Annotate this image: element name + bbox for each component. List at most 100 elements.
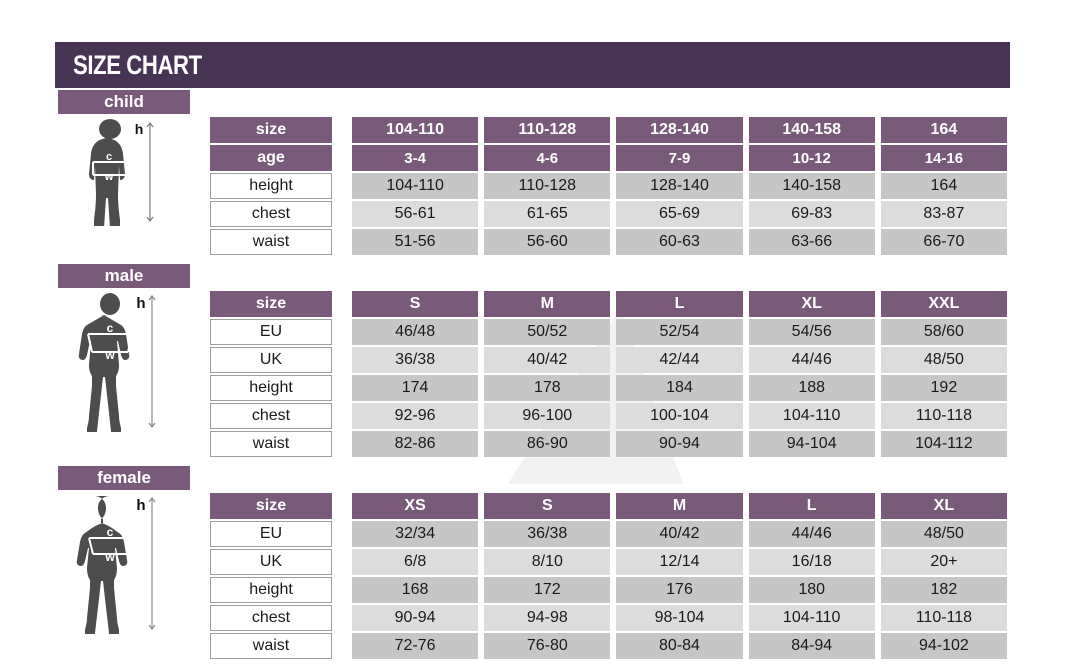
spacer-cell <box>196 263 204 289</box>
svg-text:c: c <box>107 525 114 539</box>
table-cell: 188 <box>748 375 875 401</box>
spacer-cell <box>352 89 478 115</box>
spacer-cell <box>352 263 478 289</box>
table-cell: 14-16 <box>880 145 1007 171</box>
table-cell: 66-70 <box>880 229 1007 255</box>
female-figure: c w h <box>55 492 193 660</box>
spacer-cell <box>196 493 204 519</box>
spacer-cell <box>196 145 204 171</box>
table-cell: 4-6 <box>484 145 611 171</box>
spacer-cell <box>352 465 478 491</box>
table-cell: 94-98 <box>484 605 611 631</box>
spacer-cell <box>881 89 1007 115</box>
table-cell: 46/48 <box>352 319 479 345</box>
table-cell: 40/42 <box>616 521 743 547</box>
spacer-cell <box>338 201 346 227</box>
size-chart-sheet: SIZE CHART child c w h size 104-110 110-12… <box>55 42 1010 666</box>
section-gap <box>55 660 1010 666</box>
table-cell: 36/38 <box>484 521 611 547</box>
table-cell: 86-90 <box>484 431 611 457</box>
table-cell: 40/42 <box>484 347 611 373</box>
row-label-chest: chest <box>210 605 332 631</box>
table-cell: 110-128 <box>484 173 611 199</box>
table-cell: 164 <box>880 173 1007 199</box>
table-cell: 104-110 <box>748 403 875 429</box>
spacer-cell <box>210 263 332 289</box>
spacer-cell <box>338 549 346 575</box>
spacer-cell <box>616 263 742 289</box>
table-cell: 104-112 <box>880 431 1007 457</box>
table-cell: 104-110 <box>748 605 875 631</box>
section-body-child: c w h size 104-110 110-128 128-140 140-158 16… <box>55 116 1010 256</box>
spacer-cell <box>749 465 875 491</box>
spacer-cell <box>338 319 346 345</box>
table-cell: 44/46 <box>748 347 875 373</box>
spacer-cell <box>196 117 204 143</box>
spacer-cell <box>196 577 204 603</box>
spacer-cell <box>196 521 204 547</box>
spacer-cell <box>196 633 204 659</box>
spacer-cell <box>338 493 346 519</box>
table-cell: 180 <box>748 577 875 603</box>
group-title-row: male <box>55 262 1010 290</box>
male-figure-svg: c w h <box>78 293 156 432</box>
table-cell: 128-140 <box>616 173 743 199</box>
table-cell: 128-140 <box>616 117 743 143</box>
spacer-cell <box>210 89 332 115</box>
table-cell: 164 <box>880 117 1007 143</box>
table-cell: XL <box>880 493 1007 519</box>
table-cell: 90-94 <box>352 605 479 631</box>
spacer-cell <box>338 145 346 171</box>
row-label-chest: chest <box>210 201 332 227</box>
table-cell: 69-83 <box>748 201 875 227</box>
table-cell: L <box>616 291 743 317</box>
table-cell: 10-12 <box>748 145 875 171</box>
table-cell: 60-63 <box>616 229 743 255</box>
table-cell: 184 <box>616 375 743 401</box>
table-cell: 48/50 <box>880 521 1007 547</box>
spacer-cell <box>338 577 346 603</box>
table-cell: 110-118 <box>880 605 1007 631</box>
row-label-waist: waist <box>210 229 332 255</box>
section-body-male: c w h size S M L XL XXL EU 46/48 50/52 52/54 54/56… <box>55 290 1010 458</box>
size-section-female: female c w h size XS S M L XL EU 32/34 36/38 40/4… <box>55 464 1010 666</box>
spacer-cell <box>484 263 610 289</box>
spacer-cell <box>196 375 204 401</box>
table-cell: S <box>484 493 611 519</box>
table-cell: 54/56 <box>748 319 875 345</box>
spacer-cell <box>338 347 346 373</box>
table-cell: S <box>352 291 479 317</box>
size-section-male: male c w h size S M L XL XXL EU 46/48 50/52 52/54… <box>55 262 1010 464</box>
table-cell: 100-104 <box>616 403 743 429</box>
table-cell: 42/44 <box>616 347 743 373</box>
spacer-cell <box>196 403 204 429</box>
table-cell: 104-110 <box>352 173 479 199</box>
table-cell: 61-65 <box>484 201 611 227</box>
row-label-age: age <box>210 145 332 171</box>
spacer-cell <box>338 173 346 199</box>
table-cell: 8/10 <box>484 549 611 575</box>
spacer-cell <box>338 291 346 317</box>
svg-text:h: h <box>136 295 145 312</box>
row-label-UK: UK <box>210 347 332 373</box>
table-cell: 50/52 <box>484 319 611 345</box>
svg-text:c: c <box>106 151 112 163</box>
row-label-size: size <box>210 493 332 519</box>
spacer-cell <box>338 229 346 255</box>
svg-text:w: w <box>104 550 115 564</box>
spacer-cell <box>338 89 346 115</box>
spacer-cell <box>196 549 204 575</box>
table-cell: 96-100 <box>484 403 611 429</box>
spacer-cell <box>196 431 204 457</box>
spacer-cell <box>210 465 332 491</box>
table-cell: 90-94 <box>616 431 743 457</box>
spacer-cell <box>196 173 204 199</box>
table-cell: 7-9 <box>616 145 743 171</box>
table-cell: 3-4 <box>352 145 479 171</box>
table-cell: 56-61 <box>352 201 479 227</box>
row-label-UK: UK <box>210 549 332 575</box>
svg-text:w: w <box>104 171 114 183</box>
spacer-cell <box>338 521 346 547</box>
spacer-cell <box>196 465 204 491</box>
table-cell: 82-86 <box>352 431 479 457</box>
